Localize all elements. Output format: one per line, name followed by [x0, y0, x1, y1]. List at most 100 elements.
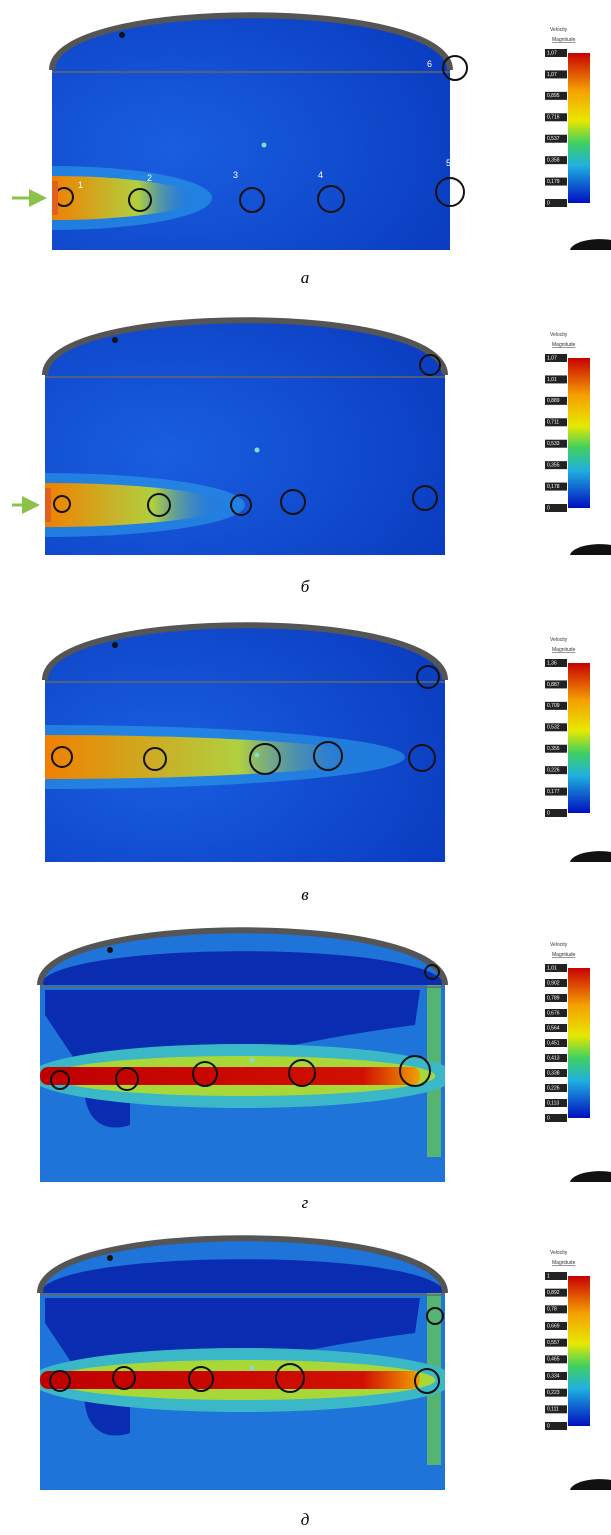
legend-tick: 0,355: [547, 746, 560, 752]
legend-title: Velocity: [550, 27, 568, 33]
panel: Velocity Magnitude 1,07 1,01 0,889 0,711 0,533…: [0, 300, 611, 596]
point-number: 6: [427, 59, 432, 69]
nozzle: [112, 337, 118, 343]
colorbar: [568, 358, 590, 508]
legend-mode: Magnitude: [552, 952, 576, 958]
nozzle: [107, 1255, 113, 1261]
legend-tick: 0,355: [547, 462, 560, 468]
legend-tick: 0,358: [547, 157, 560, 163]
legend-tick: 0,789: [547, 995, 560, 1001]
legend-title: Velocity: [550, 942, 568, 948]
point-number: 3: [233, 170, 238, 180]
panel: Velocity Magnitude 1,36 0,887 0,709 0,532 0,35…: [0, 605, 611, 904]
legend-mode: Magnitude: [552, 37, 576, 43]
legend-tick: 0,716: [547, 115, 560, 121]
legend-tick: 0,902: [547, 980, 560, 986]
caption: д: [301, 1510, 310, 1529]
inlet: [45, 488, 51, 522]
legend-tick: 1,07: [547, 72, 557, 78]
legend-tick: 0: [547, 200, 550, 206]
legend-tick: 0,465: [547, 1357, 560, 1363]
legend-tick: 0,892: [547, 1290, 560, 1296]
legend-tick: 0,889: [547, 398, 560, 404]
jet-core: [40, 1067, 420, 1085]
legend-tick: 0,676: [547, 1010, 560, 1016]
point-number: 1: [78, 180, 83, 190]
view-cube: [570, 544, 611, 555]
caption: в: [301, 885, 309, 904]
panel: 1 2 3 4 5 6 Velocity Magnitude 1,07 1,07 0,895 0,71…: [0, 0, 611, 287]
caption: г: [302, 1193, 309, 1212]
legend-tick: 0: [547, 810, 550, 816]
view-cube: [570, 1479, 611, 1490]
colorbar: [568, 663, 590, 813]
legend-tick: 0,564: [547, 1025, 560, 1031]
legend-tick: 0,177: [547, 789, 560, 795]
caption: а: [301, 268, 310, 287]
legend-tick: 0: [547, 1115, 550, 1121]
nozzle: [119, 32, 125, 38]
figure: 1 2 3 4 5 6 Velocity Magnitude 1,07 1,07 0,895 0,71…: [0, 0, 611, 1535]
flow-field: [29, 1218, 455, 1490]
colorbar: [568, 968, 590, 1118]
point-number: 5: [446, 158, 451, 168]
view-cube: [570, 239, 611, 250]
flow-field: [0, 605, 445, 862]
legend-tick: 0,178: [547, 484, 560, 490]
legend-tick: 0,223: [547, 1390, 560, 1396]
legend-tick: 0,709: [547, 703, 560, 709]
probe: [255, 753, 260, 758]
flow-field: [29, 910, 455, 1182]
legend-title: Velocity: [550, 1250, 568, 1256]
legend-tick: 0,533: [547, 441, 560, 447]
legend-tick: 0,413: [547, 1055, 560, 1061]
legend-tick: 0,179: [547, 179, 560, 185]
flow-field: [0, 300, 445, 555]
point-number: 4: [318, 170, 323, 180]
legend-tick: 0,557: [547, 1340, 560, 1346]
legend-tick: 0,895: [547, 93, 560, 99]
legend-tick: 0: [547, 505, 550, 511]
colorbar: [568, 53, 590, 203]
inlet: [52, 181, 58, 215]
legend-tick: 0,669: [547, 1323, 560, 1329]
probe: [250, 1058, 255, 1063]
panel: Velocity Magnitude 1,01 0,902 0,789 0,676 0,56…: [29, 910, 611, 1212]
legend-tick: 0,334: [547, 1373, 560, 1379]
legend-tick: 0,338: [547, 1070, 560, 1076]
legend-tick: 1,01: [547, 377, 557, 383]
legend-mode: Magnitude: [552, 342, 576, 348]
probe: [250, 1366, 255, 1371]
legend-tick: 1,07: [547, 355, 557, 361]
flow-field: [0, 0, 450, 250]
panel: Velocity Magnitude 1 0,892 0,78 0,669 0,557 0,4…: [29, 1218, 611, 1529]
legend-mode: Magnitude: [552, 1260, 576, 1266]
legend-tick: 0,78: [547, 1307, 557, 1313]
view-cube: [570, 851, 611, 862]
probe: [262, 143, 267, 148]
nozzle: [112, 642, 118, 648]
point-number: 2: [147, 173, 152, 183]
view-cube: [570, 1171, 611, 1182]
legend-tick: 0: [547, 1423, 550, 1429]
legend-tick: 0,113: [547, 1100, 559, 1106]
colorbar: [568, 1276, 590, 1426]
legend-tick: 0,537: [547, 136, 560, 142]
legend-tick: 0,532: [547, 725, 560, 731]
legend-tick: 1,36: [547, 660, 557, 666]
legend-tick: 1,07: [547, 50, 557, 56]
legend-tick: 0,226: [547, 767, 560, 773]
probe: [255, 448, 260, 453]
legend-tick: 0,711: [547, 420, 559, 426]
legend-title: Velocity: [550, 637, 568, 643]
legend-tick: 0,226: [547, 1085, 560, 1091]
legend-tick: 1: [547, 1273, 550, 1279]
legend-title: Velocity: [550, 332, 568, 338]
legend-tick: 0,887: [547, 682, 560, 688]
nozzle: [107, 947, 113, 953]
legend-mode: Magnitude: [552, 647, 576, 653]
caption: б: [301, 577, 310, 596]
jet-core: [40, 1371, 420, 1389]
legend-tick: 1,01: [547, 965, 557, 971]
legend-tick: 0,111: [547, 1407, 559, 1413]
